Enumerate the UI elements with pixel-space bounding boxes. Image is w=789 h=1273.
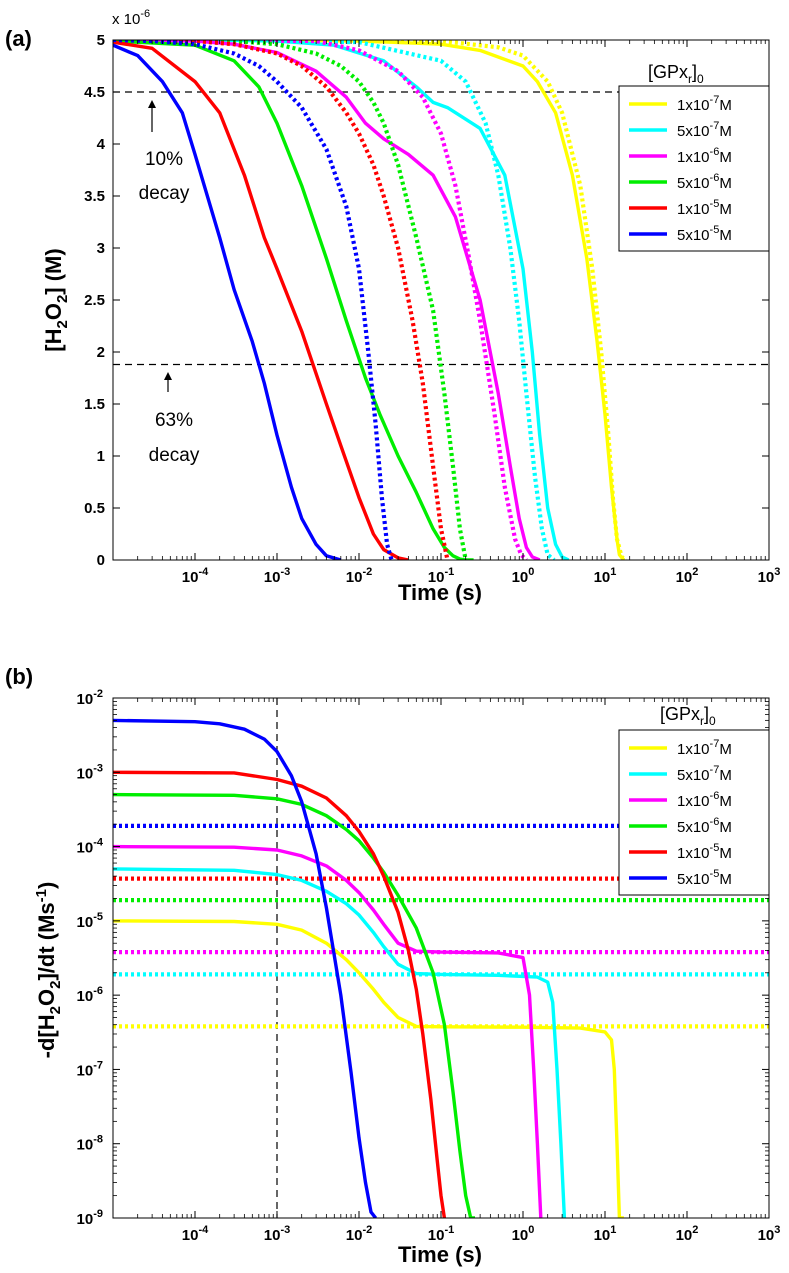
annotation-10-percent-decay: 10% decay: [139, 100, 190, 204]
series-line: [113, 770, 447, 1218]
legend-label: 1x10-5M: [677, 842, 732, 862]
x-tick-label: 100: [512, 566, 535, 586]
annotation-63-line2: decay: [149, 445, 200, 466]
panel-a-y-multiplier: x 10-6: [112, 8, 150, 28]
x-tick-label: 10-2: [346, 1224, 372, 1244]
y-tick-label: 10-6: [77, 985, 103, 1005]
x-tick-label: 10-3: [264, 566, 290, 586]
legend-label: 1x10-7M: [677, 738, 732, 758]
y-tick-label: 4: [97, 136, 106, 153]
series-line: [113, 40, 628, 560]
y-tick-label: 10-4: [77, 837, 104, 857]
y-tick-label: 10-9: [77, 1208, 103, 1228]
series-line: [113, 718, 378, 1218]
x-tick-label: 10-1: [428, 566, 454, 586]
panel-a: (a) x 10-6 10-4 10-3 10-2 10-1 100 101 102 1030…: [5, 8, 780, 605]
panel-b-ticks: 10-4 10-3 10-2 10-1 100 101 102 103 10-9 10-8 10-7…: [77, 688, 781, 1244]
annotation-10-line1: 10%: [145, 149, 183, 170]
panel-a-ylabel: [H2O2] (M): [41, 248, 71, 351]
series-line: [113, 40, 474, 560]
legend-label: 5x10-7M: [677, 764, 732, 784]
legend-label: 1x10-7M: [677, 94, 732, 114]
series-line: [113, 919, 624, 1218]
series-line: [113, 40, 528, 560]
y-tick-label: 1.5: [84, 396, 105, 413]
panel-a-series-group: [113, 40, 628, 560]
series-line: [113, 40, 394, 560]
y-tick-label: 10-5: [77, 911, 103, 931]
x-tick-label: 10-3: [264, 1224, 290, 1244]
panel-b: (b) 10-4 10-3 10-2 10-1 100 101 102 103 10-9 10-8…: [5, 664, 780, 1267]
series-line: [113, 867, 567, 1218]
y-tick-label: 3.5: [84, 188, 105, 205]
legend-label: 1x10-6M: [677, 146, 732, 166]
series-line: [113, 43, 342, 560]
series-line: [113, 40, 409, 560]
panel-a-label: (a): [5, 26, 32, 51]
panel-b-legend-box: [618, 729, 770, 896]
panel-a-ticks: 10-4 10-3 10-2 10-1 100 101 102 103 0 0.5 1 1.5 2 2.5…: [84, 32, 780, 586]
x-tick-label: 102: [676, 1224, 699, 1244]
panel-a-legend-title: [GPxr]0: [648, 62, 704, 86]
x-tick-label: 100: [512, 1224, 535, 1244]
x-tick-label: 103: [758, 566, 781, 586]
x-tick-label: 10-4: [182, 1224, 209, 1244]
annotation-63-percent-decay: 63% decay: [149, 372, 200, 466]
y-tick-label: 10-7: [77, 1059, 103, 1079]
panel-a-legend-box: [618, 85, 770, 252]
panel-b-legend-title: [GPxr]0: [660, 704, 716, 728]
series-line: [113, 40, 541, 560]
y-tick-label: 4.5: [84, 84, 105, 101]
panel-b-xlabel: Time (s): [398, 1242, 482, 1267]
legend-label: 5x10-6M: [677, 172, 732, 192]
y-tick-label: 1: [97, 448, 105, 465]
x-tick-label: 103: [758, 1224, 781, 1244]
y-tick-label: 10-3: [77, 762, 103, 782]
y-tick-label: 5: [97, 32, 105, 49]
panel-a-xlabel: Time (s): [398, 580, 482, 605]
legend-label: 5x10-7M: [677, 120, 732, 140]
series-line: [113, 40, 556, 560]
x-tick-label: 10-2: [346, 566, 372, 586]
panel-a-legend: 1x10-7M 5x10-7M 1x10-6M 5x10-6M 1x10-5M 5x10-…: [618, 85, 770, 252]
x-tick-label: 101: [594, 1224, 617, 1244]
arrow-up-icon: [148, 100, 156, 108]
x-tick-label: 10-1: [428, 1224, 454, 1244]
series-line: [113, 40, 450, 560]
series-line: [113, 40, 626, 560]
panel-b-series-group: [113, 718, 769, 1218]
arrow-up-icon: [164, 372, 172, 380]
y-tick-label: 10-8: [77, 1134, 103, 1154]
y-tick-label: 0.5: [84, 500, 105, 517]
y-tick-label: 10-2: [77, 688, 103, 708]
panel-b-label: (b): [5, 664, 33, 689]
annotation-63-line1: 63%: [155, 410, 193, 431]
legend-label: 5x10-6M: [677, 816, 732, 836]
x-tick-label: 101: [594, 566, 617, 586]
legend-label: 5x10-5M: [677, 868, 732, 888]
legend-label: 5x10-5M: [677, 224, 732, 244]
panel-b-ylabel: -d[H2O2]/dt (Ms-1): [33, 882, 64, 1059]
series-line: [113, 792, 475, 1218]
x-tick-label: 102: [676, 566, 699, 586]
legend-label: 1x10-5M: [677, 198, 732, 218]
legend-label: 1x10-6M: [677, 790, 732, 810]
series-line: [113, 40, 570, 560]
y-tick-label: 0: [97, 552, 105, 569]
y-tick-label: 3: [97, 240, 105, 257]
y-tick-label: 2.5: [84, 292, 105, 309]
series-line: [113, 844, 543, 1218]
annotation-10-line2: decay: [139, 183, 190, 204]
series-line: [113, 40, 468, 560]
x-tick-label: 10-4: [182, 566, 209, 586]
panel-b-legend: 1x10-7M 5x10-7M 1x10-6M 5x10-6M 1x10-5M 5x10-…: [618, 729, 770, 896]
y-tick-label: 2: [97, 344, 105, 361]
